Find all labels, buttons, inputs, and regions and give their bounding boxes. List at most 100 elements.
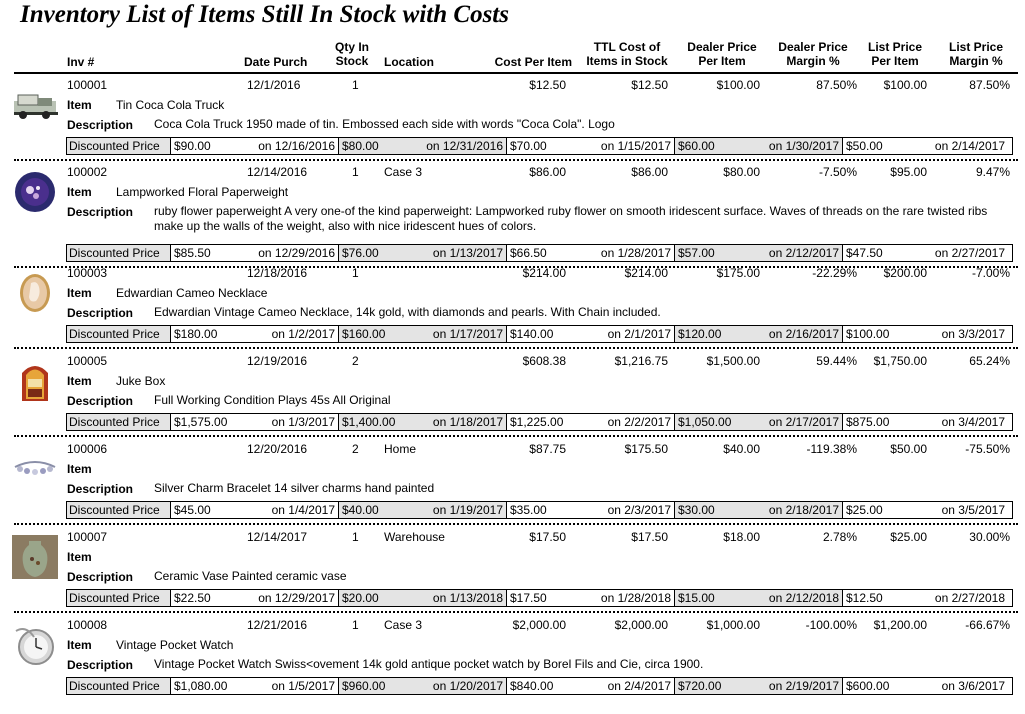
header-cost: Cost Per Item xyxy=(494,55,572,69)
discount-date: on 2/17/2017 xyxy=(768,415,839,429)
discounted-price-label: Discounted Price xyxy=(67,590,171,606)
discount-date: on 2/14/2017 xyxy=(934,139,1005,153)
ttl-cost: $17.50 xyxy=(631,530,668,544)
jukebox-icon xyxy=(12,359,58,403)
discount-tier-5: $47.50 on 2/27/2017 xyxy=(843,245,1008,261)
item-description: ruby flower paperweight A very one-of th… xyxy=(154,204,988,233)
date-purchased: 12/1/2016 xyxy=(247,78,301,92)
item-label: Item xyxy=(67,185,92,199)
header-list-margin-line2: Margin % xyxy=(949,54,1003,68)
dealer-price: $1,000.00 xyxy=(706,618,760,632)
discount-price: $90.00 xyxy=(174,139,211,153)
record-separator xyxy=(14,266,1018,268)
discount-price: $180.00 xyxy=(174,327,218,341)
paperweight-icon xyxy=(12,170,58,214)
discount-date: on 1/19/2017 xyxy=(432,503,503,517)
inventory-record: 100006 12/20/2016 2 Home $87.75 $175.50 … xyxy=(0,441,1025,529)
discount-date: on 1/28/2017 xyxy=(600,246,671,260)
discount-date: on 2/3/2017 xyxy=(607,503,671,517)
inv-number: 100001 xyxy=(67,78,108,92)
inv-number: 100005 xyxy=(67,354,108,368)
discount-price: $25.00 xyxy=(846,503,883,517)
discount-tier-3: $35.00 on 2/3/2017 xyxy=(507,502,675,518)
discount-date: on 12/31/2016 xyxy=(426,139,503,153)
list-margin: 65.24% xyxy=(969,354,1010,368)
item-label: Item xyxy=(67,462,92,476)
discount-price: $120.00 xyxy=(678,327,722,341)
bracelet-icon xyxy=(12,447,58,491)
dealer-margin: -100.00% xyxy=(805,618,857,632)
ttl-cost: $86.00 xyxy=(631,165,668,179)
discount-price: $12.50 xyxy=(846,591,883,605)
discount-tier-4: $57.00 on 2/12/2017 xyxy=(675,245,843,261)
item-name: Lampworked Floral Paperweight xyxy=(116,185,289,199)
discount-price: $160.00 xyxy=(342,327,386,341)
cost-per-item: $86.00 xyxy=(529,165,566,179)
dealer-margin: 87.50% xyxy=(816,78,857,92)
header-list-margin-line1: List Price xyxy=(948,40,1004,54)
discounted-price-label: Discounted Price xyxy=(67,245,171,261)
header-list-margin: List Price Margin % xyxy=(940,40,1012,68)
discount-date: on 3/5/2017 xyxy=(941,503,1005,517)
discount-tier-3: $17.50 on 1/28/2018 xyxy=(507,590,675,606)
header-inv: Inv # xyxy=(67,55,95,69)
record-separator xyxy=(14,159,1018,161)
discount-tier-5: $100.00 on 3/3/2017 xyxy=(843,326,1008,342)
discount-date: on 1/28/2018 xyxy=(600,591,671,605)
discount-price: $66.50 xyxy=(510,246,547,260)
discount-price: $60.00 xyxy=(678,139,715,153)
cost-per-item: $17.50 xyxy=(529,530,566,544)
discount-price: $50.00 xyxy=(846,139,883,153)
discount-tier-3: $70.00 on 1/15/2017 xyxy=(507,138,675,154)
item-label: Item xyxy=(67,98,92,112)
list-margin: -66.67% xyxy=(965,618,1010,632)
discount-date: on 3/3/2017 xyxy=(941,327,1005,341)
item-name: Vintage Pocket Watch xyxy=(116,638,234,652)
discount-tier-5: $25.00 on 3/5/2017 xyxy=(843,502,1008,518)
dealer-margin: -119.38% xyxy=(806,442,857,456)
item-description: Full Working Condition Plays 45s All Ori… xyxy=(154,393,391,407)
discount-tier-5: $600.00 on 3/6/2017 xyxy=(843,678,1008,694)
list-margin: 9.47% xyxy=(975,165,1010,179)
list-margin: 30.00% xyxy=(969,530,1010,544)
discount-date: on 2/2/2017 xyxy=(607,415,671,429)
discount-tier-1: $180.00 on 1/2/2017 xyxy=(171,326,339,342)
item-label: Item xyxy=(67,286,92,300)
discount-price: $1,400.00 xyxy=(342,415,396,429)
discount-price: $720.00 xyxy=(678,679,722,693)
discount-price: $15.00 xyxy=(678,591,715,605)
ttl-cost: $2,000.00 xyxy=(614,618,668,632)
discount-price: $1,575.00 xyxy=(174,415,228,429)
inventory-record: 100001 12/1/2016 1 $12.50 $12.50 $100.00… xyxy=(0,77,1025,165)
cost-per-item: $608.38 xyxy=(522,354,566,368)
discount-date: on 1/3/2017 xyxy=(271,415,335,429)
discount-date: on 12/29/2016 xyxy=(258,246,335,260)
discount-price: $45.00 xyxy=(174,503,211,517)
discount-price: $70.00 xyxy=(510,139,547,153)
dealer-price: $1,500.00 xyxy=(706,354,760,368)
header-dealer-line1: Dealer Price xyxy=(687,40,757,54)
date-purchased: 12/19/2016 xyxy=(247,354,308,368)
discount-price: $1,050.00 xyxy=(678,415,732,429)
item-label: Item xyxy=(67,374,92,388)
truck-icon xyxy=(12,83,58,127)
description-label: Description xyxy=(67,570,134,584)
list-price: $50.00 xyxy=(890,442,927,456)
discount-price: $960.00 xyxy=(342,679,386,693)
discount-tier-5: $875.00 on 3/4/2017 xyxy=(843,414,1008,430)
discount-date: on 12/29/2017 xyxy=(258,591,335,605)
inventory-record: 100005 12/19/2016 2 $608.38 $1,216.75 $1… xyxy=(0,353,1025,441)
discount-tier-1: $85.50 on 12/29/2016 xyxy=(171,245,339,261)
discount-date: on 1/30/2017 xyxy=(768,139,839,153)
list-price: $1,750.00 xyxy=(873,354,927,368)
location: Case 3 xyxy=(384,165,423,179)
header-dealer-margin: Dealer Price Margin % xyxy=(770,40,856,68)
discount-date: on 3/6/2017 xyxy=(941,679,1005,693)
description-label: Description xyxy=(67,118,134,132)
inventory-record: 100007 12/14/2017 1 Warehouse $17.50 $17… xyxy=(0,529,1025,617)
item-label: Item xyxy=(67,638,92,652)
discount-price: $80.00 xyxy=(342,139,379,153)
discount-tier-2: $40.00 on 1/19/2017 xyxy=(339,502,507,518)
qty-in-stock: 1 xyxy=(352,78,359,92)
discount-price: $140.00 xyxy=(510,327,554,341)
